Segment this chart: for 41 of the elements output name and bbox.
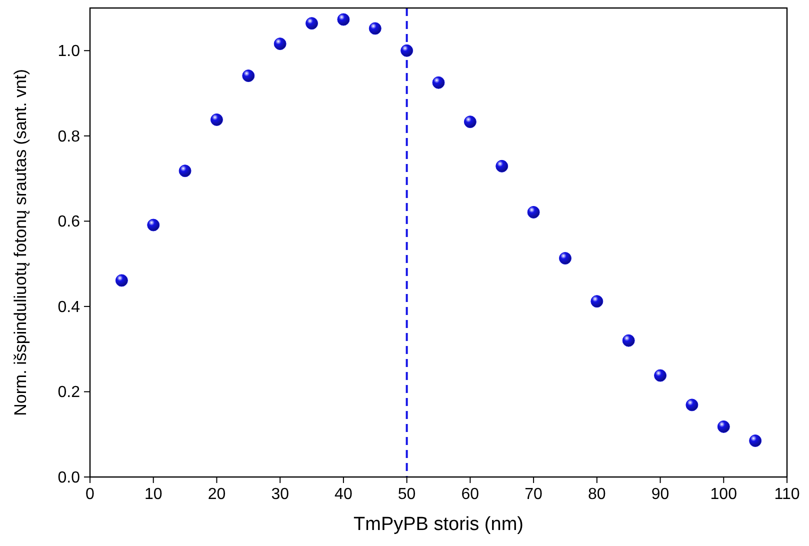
point <box>337 13 350 26</box>
point <box>686 398 698 412</box>
x-tick-label: 100 <box>710 486 738 503</box>
x-tick-label: 110 <box>774 486 800 503</box>
point <box>527 206 540 218</box>
y-axis-title: Norm. išspinduliuotų fotonų srautas (sant. vnt) <box>11 69 30 416</box>
x-tick-label: 10 <box>144 486 162 503</box>
point <box>622 334 635 347</box>
x-tick-label: 90 <box>651 486 670 503</box>
x-tick-label: 70 <box>524 486 543 503</box>
x-tick-label: 60 <box>461 486 480 503</box>
y-tick-label: 1.0 <box>58 43 80 60</box>
point <box>210 113 223 126</box>
x-tick-label: 80 <box>588 486 606 503</box>
point <box>115 274 128 287</box>
x-axis-title: TmPyPB storis (nm) <box>354 514 524 535</box>
point <box>654 369 667 382</box>
point <box>400 44 414 57</box>
point <box>464 116 476 128</box>
y-tick-label: 0.6 <box>58 214 80 231</box>
point <box>368 22 382 35</box>
point <box>590 295 604 308</box>
y-tick-label: 0.2 <box>58 384 80 402</box>
point <box>274 38 286 50</box>
y-tick-label: 0.8 <box>58 128 80 146</box>
x-tick-label: 20 <box>208 486 226 503</box>
point <box>178 164 192 178</box>
point <box>147 218 160 232</box>
y-tick-label: 0.4 <box>58 298 80 316</box>
point <box>558 252 572 265</box>
point <box>717 420 730 433</box>
point <box>242 70 255 82</box>
x-tick-label: 40 <box>334 486 352 503</box>
point <box>306 17 318 30</box>
x-tick-label: 0 <box>86 486 95 503</box>
x-tick-label: 50 <box>398 486 416 503</box>
point <box>432 76 445 89</box>
x-tick-label: 30 <box>271 486 290 503</box>
point <box>496 160 508 172</box>
y-tick-label: 0.0 <box>58 470 80 486</box>
point <box>749 434 762 448</box>
